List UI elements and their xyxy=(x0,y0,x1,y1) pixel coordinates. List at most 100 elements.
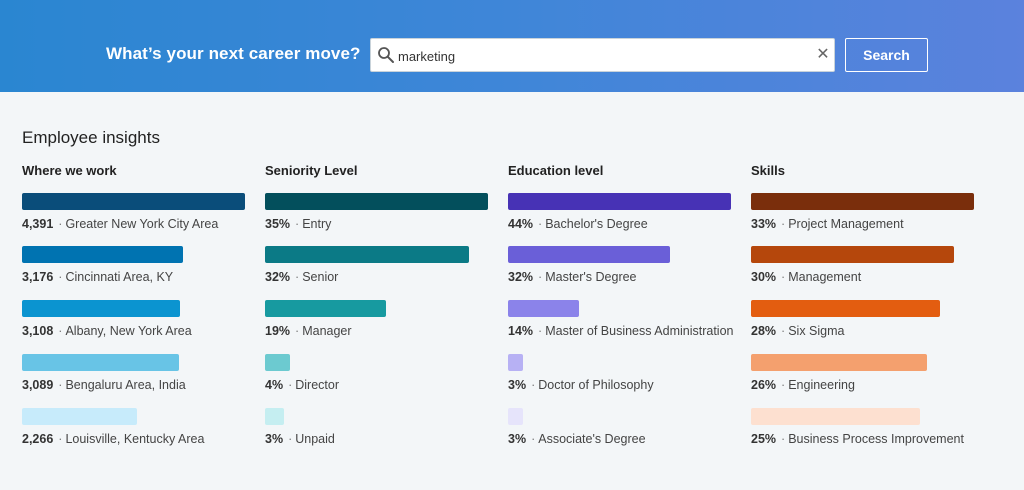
insight-item[interactable]: 35% · Entry xyxy=(265,193,505,247)
insight-label: 28% · Six Sigma xyxy=(751,324,844,338)
insight-bar xyxy=(508,246,670,263)
insight-label: 19% · Manager xyxy=(265,324,352,338)
insight-text: Doctor of Philosophy xyxy=(538,378,654,392)
insight-text: Unpaid xyxy=(295,432,335,446)
insight-bar xyxy=(508,354,523,371)
insight-bar xyxy=(751,300,940,317)
search-button[interactable]: Search xyxy=(845,38,928,72)
insight-value: 32% xyxy=(265,270,291,284)
separator-dot: · xyxy=(58,217,63,231)
insight-bar xyxy=(22,246,183,263)
insight-bar xyxy=(265,300,386,317)
insight-label: 33% · Project Management xyxy=(751,217,904,231)
insight-item[interactable]: 14% · Master of Business Administration xyxy=(508,300,748,354)
insight-item[interactable]: 3,176 · Cincinnati Area, KY xyxy=(22,246,262,300)
insight-text: Master of Business Administration xyxy=(545,324,734,338)
insight-item[interactable]: 33% · Project Management xyxy=(751,193,991,247)
insight-item[interactable]: 30% · Management xyxy=(751,246,991,300)
insight-column: Skills 33% · Project Management 30% · Manageme… xyxy=(751,163,981,446)
insight-item[interactable]: 26% · Engineering xyxy=(751,354,991,408)
insight-label: 4% · Director xyxy=(265,378,339,392)
insight-bar xyxy=(508,300,579,317)
insight-item[interactable]: 3,108 · Albany, New York Area xyxy=(22,300,262,354)
separator-dot: · xyxy=(781,217,786,231)
insight-value: 28% xyxy=(751,324,777,338)
insight-value: 3,089 xyxy=(22,378,54,392)
insight-label: 25% · Business Process Improvement xyxy=(751,432,964,446)
insight-label: 3,089 · Bengaluru Area, India xyxy=(22,378,186,392)
insight-item[interactable]: 4,391 · Greater New York City Area xyxy=(22,193,262,247)
insight-value: 26% xyxy=(751,378,777,392)
insight-item[interactable]: 19% · Manager xyxy=(265,300,505,354)
separator-dot: · xyxy=(288,432,293,446)
insight-label: 3,108 · Albany, New York Area xyxy=(22,324,192,338)
column-header: Skills xyxy=(751,163,785,178)
insight-text: Senior xyxy=(302,270,339,284)
insight-label: 3% · Unpaid xyxy=(265,432,335,446)
insight-bar xyxy=(751,246,954,263)
insight-item[interactable]: 32% · Senior xyxy=(265,246,505,300)
insight-value: 3% xyxy=(508,432,527,446)
insight-label: 2,266 · Louisville, Kentucky Area xyxy=(22,432,204,446)
insight-item[interactable]: 32% · Master's Degree xyxy=(508,246,748,300)
insight-value: 3% xyxy=(508,378,527,392)
insight-label: 30% · Management xyxy=(751,270,861,284)
insight-text: Louisville, Kentucky Area xyxy=(65,432,205,446)
column-header: Education level xyxy=(508,163,604,178)
separator-dot: · xyxy=(295,270,300,284)
insight-item[interactable]: 28% · Six Sigma xyxy=(751,300,991,354)
insight-bar xyxy=(22,408,137,425)
separator-dot: · xyxy=(288,378,293,392)
insight-item[interactable]: 2,266 · Louisville, Kentucky Area xyxy=(22,408,262,462)
insight-item[interactable]: 3% · Doctor of Philosophy xyxy=(508,354,748,408)
insight-item[interactable]: 44% · Bachelor's Degree xyxy=(508,193,748,247)
separator-dot: · xyxy=(538,217,543,231)
insight-column: Seniority Level 35% · Entry 32% · Senior 19% · Ma… xyxy=(265,163,495,446)
insight-label: 14% · Master of Business Administration xyxy=(508,324,733,338)
search-input[interactable] xyxy=(398,47,798,65)
separator-dot: · xyxy=(538,324,543,338)
insight-value: 35% xyxy=(265,217,291,231)
insight-bar xyxy=(265,193,488,210)
insight-bar xyxy=(22,354,179,371)
search-icon xyxy=(378,47,394,63)
insight-text: Master's Degree xyxy=(545,270,637,284)
insight-text: Greater New York City Area xyxy=(65,217,219,231)
insight-item[interactable]: 3,089 · Bengaluru Area, India xyxy=(22,354,262,408)
insight-label: 32% · Senior xyxy=(265,270,338,284)
insight-text: Bachelor's Degree xyxy=(545,217,648,231)
insight-value: 4,391 xyxy=(22,217,54,231)
insight-bar xyxy=(265,408,284,425)
separator-dot: · xyxy=(531,432,536,446)
insight-text: Management xyxy=(788,270,862,284)
insight-bar xyxy=(751,354,927,371)
insight-value: 3,108 xyxy=(22,324,54,338)
search-banner: What’s your next career move? ✕ Search xyxy=(0,0,1024,92)
insight-text: Business Process Improvement xyxy=(788,432,964,446)
separator-dot: · xyxy=(58,378,63,392)
insight-bar xyxy=(22,193,245,210)
insight-column: Where we work 4,391 · Greater New York City… xyxy=(22,163,252,446)
clear-search-icon[interactable]: ✕ xyxy=(816,46,830,63)
insight-text: Entry xyxy=(302,217,332,231)
separator-dot: · xyxy=(58,432,63,446)
insight-item[interactable]: 25% · Business Process Improvement xyxy=(751,408,991,462)
insight-item[interactable]: 4% · Director xyxy=(265,354,505,408)
insight-label: 3% · Associate's Degree xyxy=(508,432,646,446)
insight-value: 4% xyxy=(265,378,284,392)
insight-bar xyxy=(508,193,731,210)
insight-bar xyxy=(265,354,290,371)
insight-item[interactable]: 3% · Associate's Degree xyxy=(508,408,748,462)
separator-dot: · xyxy=(781,378,786,392)
insight-value: 14% xyxy=(508,324,534,338)
separator-dot: · xyxy=(538,270,543,284)
section-title: Employee insights xyxy=(22,128,160,147)
insight-label: 35% · Entry xyxy=(265,217,331,231)
insight-value: 30% xyxy=(751,270,777,284)
insight-text: Director xyxy=(295,378,340,392)
column-header: Seniority Level xyxy=(265,163,358,178)
search-field[interactable]: ✕ xyxy=(370,38,835,72)
insight-item[interactable]: 3% · Unpaid xyxy=(265,408,505,462)
insight-text: Albany, New York Area xyxy=(65,324,192,338)
insight-label: 26% · Engineering xyxy=(751,378,855,392)
